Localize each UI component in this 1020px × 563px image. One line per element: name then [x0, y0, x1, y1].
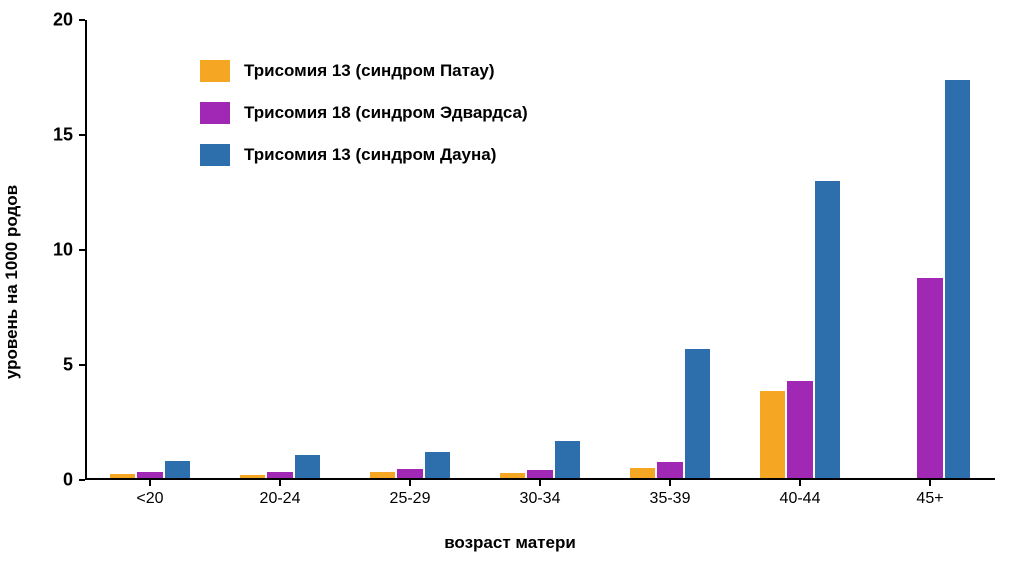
- y-tick: [79, 134, 85, 136]
- bar-trisomy13_down: [165, 461, 191, 478]
- x-tick-label: 45+: [916, 490, 943, 508]
- legend-label: Трисомия 13 (синдром Патау): [244, 61, 495, 81]
- bar-trisomy13_patau: [500, 473, 526, 478]
- legend-swatch: [200, 60, 230, 82]
- legend-item-trisomy13_down: Трисомия 13 (синдром Дауна): [200, 144, 528, 166]
- x-tick: [929, 480, 931, 486]
- bar-trisomy13_patau: [110, 474, 136, 478]
- x-tick-label: 30-34: [520, 490, 561, 508]
- bar-trisomy13_patau: [760, 391, 786, 478]
- legend-label: Трисомия 13 (синдром Дауна): [244, 145, 496, 165]
- x-tick-label: <20: [136, 490, 163, 508]
- legend-label: Трисомия 18 (синдром Эдвардса): [244, 103, 528, 123]
- bar-trisomy18_edwards: [137, 472, 163, 478]
- x-axis-label: возраст матери: [0, 533, 1020, 553]
- y-tick-label: 10: [53, 240, 73, 261]
- bar-trisomy18_edwards: [527, 470, 553, 478]
- bar-trisomy13_patau: [630, 468, 656, 478]
- bar-trisomy13_down: [945, 80, 971, 478]
- y-tick: [79, 19, 85, 21]
- bar-trisomy13_down: [555, 441, 581, 478]
- y-axis-line: [85, 20, 87, 480]
- bar-trisomy13_down: [685, 349, 711, 478]
- chart-container: уровень на 1000 родов возраст матери 0 5 1…: [0, 0, 1020, 563]
- y-axis-label: уровень на 1000 родов: [2, 184, 22, 378]
- x-tick-label: 40-44: [780, 490, 821, 508]
- y-tick-label: 20: [53, 10, 73, 31]
- x-tick: [539, 480, 541, 486]
- x-tick: [149, 480, 151, 486]
- y-tick-label: 5: [63, 355, 73, 376]
- x-tick: [799, 480, 801, 486]
- legend-swatch: [200, 144, 230, 166]
- y-tick: [79, 249, 85, 251]
- legend-item-trisomy18_edwards: Трисомия 18 (синдром Эдвардса): [200, 102, 528, 124]
- y-tick-label: 15: [53, 125, 73, 146]
- x-tick-label: 20-24: [260, 490, 301, 508]
- x-tick: [409, 480, 411, 486]
- bar-trisomy18_edwards: [657, 462, 683, 478]
- bar-trisomy13_patau: [370, 472, 396, 478]
- y-tick-label: 0: [63, 470, 73, 491]
- bar-trisomy18_edwards: [917, 278, 943, 478]
- legend: Трисомия 13 (синдром Патау) Трисомия 18 (…: [200, 60, 528, 186]
- x-tick-label: 35-39: [650, 490, 691, 508]
- bar-trisomy18_edwards: [267, 472, 293, 478]
- x-tick: [669, 480, 671, 486]
- bar-trisomy18_edwards: [787, 381, 813, 478]
- y-tick: [79, 364, 85, 366]
- bar-trisomy13_down: [295, 455, 321, 478]
- bar-trisomy13_down: [815, 181, 841, 478]
- bar-trisomy13_patau: [240, 475, 266, 478]
- legend-item-trisomy13_patau: Трисомия 13 (синдром Патау): [200, 60, 528, 82]
- x-tick: [279, 480, 281, 486]
- bar-trisomy18_edwards: [397, 469, 423, 478]
- legend-swatch: [200, 102, 230, 124]
- y-tick: [79, 479, 85, 481]
- bar-trisomy13_down: [425, 452, 451, 478]
- x-tick-label: 25-29: [390, 490, 431, 508]
